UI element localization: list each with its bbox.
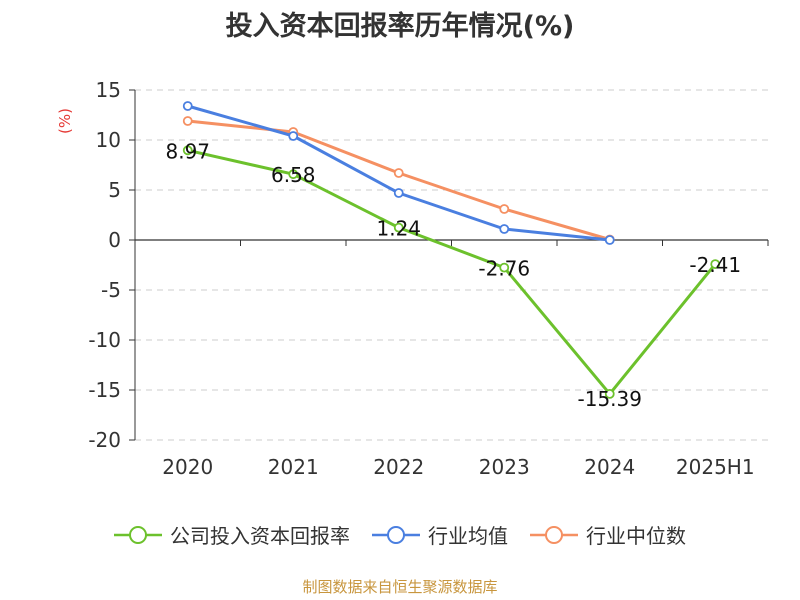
data-label: 8.97 — [165, 139, 210, 163]
legend-label-industry-avg: 行业均值 — [428, 524, 508, 548]
x-tick-label: 2025H1 — [676, 455, 755, 479]
y-tick-label: 5 — [108, 178, 121, 202]
series-line-0 — [187, 148, 717, 396]
data-label: -15.39 — [578, 387, 642, 411]
data-point — [182, 101, 193, 111]
y-tick-label: -10 — [88, 328, 121, 352]
y-tick-label: 15 — [96, 78, 121, 102]
legend-line-marker-icon — [530, 525, 578, 544]
legend-item-company[interactable]: 公司投入资本回报率 — [114, 520, 350, 549]
data-point — [288, 169, 299, 180]
y-tick-label: 10 — [96, 128, 121, 152]
legend-label-company: 公司投入资本回报率 — [170, 524, 350, 548]
data-point — [288, 131, 299, 141]
legend-line-marker-icon — [114, 525, 162, 544]
data-label: 1.24 — [376, 217, 421, 241]
data-point — [393, 222, 404, 233]
data-label: -2.76 — [478, 257, 530, 281]
x-tick-label: 2024 — [584, 455, 635, 479]
legend: 公司投入资本回报率 行业均值 行业中位数 — [0, 520, 800, 549]
y-tick-label: -5 — [101, 278, 121, 302]
data-point — [604, 235, 615, 245]
x-tick-label: 2020 — [162, 455, 213, 479]
data-label: 6.58 — [271, 163, 316, 187]
data-point — [499, 204, 510, 214]
x-tick-label: 2021 — [268, 455, 319, 479]
data-point — [182, 145, 193, 156]
legend-item-industry-avg[interactable]: 行业均值 — [372, 520, 508, 549]
series-layer — [182, 101, 721, 399]
axis-layer: 15 10 5 0 -5 -10 -15 -20 2020 2021 2022 2023 2024 202… — [88, 78, 769, 479]
data-label: -2.41 — [689, 253, 741, 277]
label-layer: 8.97 6.58 1.24 -2.76 -15.39 -2.41 — [165, 139, 741, 411]
data-point — [499, 262, 510, 273]
y-tick-label: 0 — [108, 228, 121, 252]
data-point — [604, 388, 615, 399]
grid-layer — [135, 89, 768, 441]
data-point — [393, 188, 404, 198]
legend-label-industry-median: 行业中位数 — [586, 524, 686, 548]
legend-line-marker-icon — [372, 525, 420, 544]
legend-item-industry-median[interactable]: 行业中位数 — [530, 520, 686, 549]
data-point — [499, 224, 510, 234]
data-point — [710, 259, 721, 270]
y-tick-label: -15 — [88, 378, 121, 402]
data-point — [182, 116, 193, 126]
y-tick-label: -20 — [88, 428, 121, 452]
data-point — [393, 168, 404, 178]
data-source-note: 制图数据来自恒生聚源数据库 — [302, 578, 498, 596]
chart-title: 投入资本回报率历年情况(%) — [225, 11, 575, 42]
x-tick-label: 2023 — [479, 455, 530, 479]
x-tick-label: 2022 — [373, 455, 424, 479]
